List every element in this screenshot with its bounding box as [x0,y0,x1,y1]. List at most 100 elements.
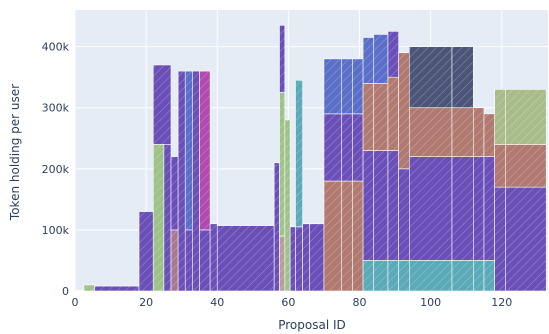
bar-segment [352,58,364,115]
bar-hatch [363,37,374,84]
bar-segment [192,70,200,292]
bar-segment [209,223,218,292]
bar-segment [341,180,353,292]
bar-hatch [185,71,193,230]
bar-hatch [483,156,495,261]
bar-segment [273,162,280,292]
x-tick-label: 20 [139,296,153,309]
bar-hatch [505,144,547,188]
bar-hatch [373,83,388,151]
bar-hatch [199,71,211,230]
bar-segment [409,46,453,109]
bar-segment [323,58,343,115]
bar-hatch [373,260,388,291]
bar-segment [362,83,375,151]
bar-segment [279,92,286,237]
bar-segment [152,144,165,292]
y-tick-label: 300k [42,102,70,115]
bar-segment [505,144,547,188]
bar-hatch [94,286,140,291]
bar-segment [138,211,154,292]
bar-hatch [451,260,474,291]
bars [83,24,547,292]
bar-hatch [451,46,474,108]
bar-hatch [274,162,280,291]
bar-segment [409,107,453,157]
bar-segment [302,223,311,292]
bar-segment [451,46,474,109]
bar-segment [279,235,286,292]
bar-segment [373,150,389,261]
bar-segment [451,107,474,157]
bar-hatch [171,156,179,230]
y-tick-label: 100k [42,224,70,237]
bar-hatch [387,150,399,261]
bar-hatch [178,71,186,291]
bar-segment [483,113,495,157]
x-tick-label: 60 [281,296,295,309]
bar-hatch [192,71,200,291]
bar-hatch [483,113,495,157]
x-tick-label: 0 [72,296,79,309]
bar-segment [352,113,364,182]
bar-hatch [483,260,495,291]
bar-hatch [185,229,193,291]
tick-labels: 0 20 40 60 80 100 120 0 100k 200k 300k 400k [42,41,513,309]
bar-segment [295,226,303,292]
bar-segment [170,156,179,231]
x-tick-label: 120 [491,296,512,309]
bar-segment [505,89,547,145]
bar-hatch [363,260,374,291]
bar-hatch [309,223,324,291]
bar-hatch [290,226,296,291]
bar-hatch [295,80,303,227]
x-axis-title: Proposal ID [278,318,346,332]
y-axis-title: Token holding per user [8,84,22,221]
x-tick-label: 40 [210,296,224,309]
bar-segment [199,229,211,292]
bar-hatch [398,260,410,291]
y-tick-label: 200k [42,163,70,176]
bar-segment [505,186,547,292]
bar-segment [409,260,453,292]
bar-hatch [451,156,474,261]
bar-segment [323,180,343,292]
bar-hatch [352,181,364,291]
bar-segment [341,113,353,182]
bar-hatch [494,89,506,145]
bar-hatch [505,89,547,145]
bar-hatch [153,64,172,145]
bar-segment [373,83,389,151]
y-tick-label: 0 [62,285,69,298]
bar-segment [494,144,506,188]
bar-segment [184,229,193,292]
bar-hatch [494,144,506,188]
bar-segment [387,260,399,292]
bar-hatch [387,31,399,78]
bar-hatch [363,150,374,261]
bar-hatch [153,144,164,291]
bar-segment [279,24,286,93]
bar-hatch [473,156,484,261]
bar-segment [170,229,179,292]
bar-hatch [279,236,285,291]
bar-segment [398,168,410,261]
bar-hatch [341,58,353,114]
bar-hatch [387,77,399,151]
bar-hatch [341,113,353,182]
bar-segment [352,180,364,292]
bar-segment [387,31,399,78]
bar-hatch [302,223,310,291]
bar-hatch [387,260,399,291]
bar-hatch [295,226,303,291]
bar-hatch [323,181,342,291]
bar-segment [451,156,474,261]
bar-segment [309,223,325,292]
bar-hatch [199,229,211,291]
bar-hatch [409,156,452,261]
bar-segment [398,260,410,292]
bar-hatch [323,113,342,182]
bar-hatch [473,107,484,157]
bar-hatch [83,284,95,291]
bar-segment [409,156,453,261]
